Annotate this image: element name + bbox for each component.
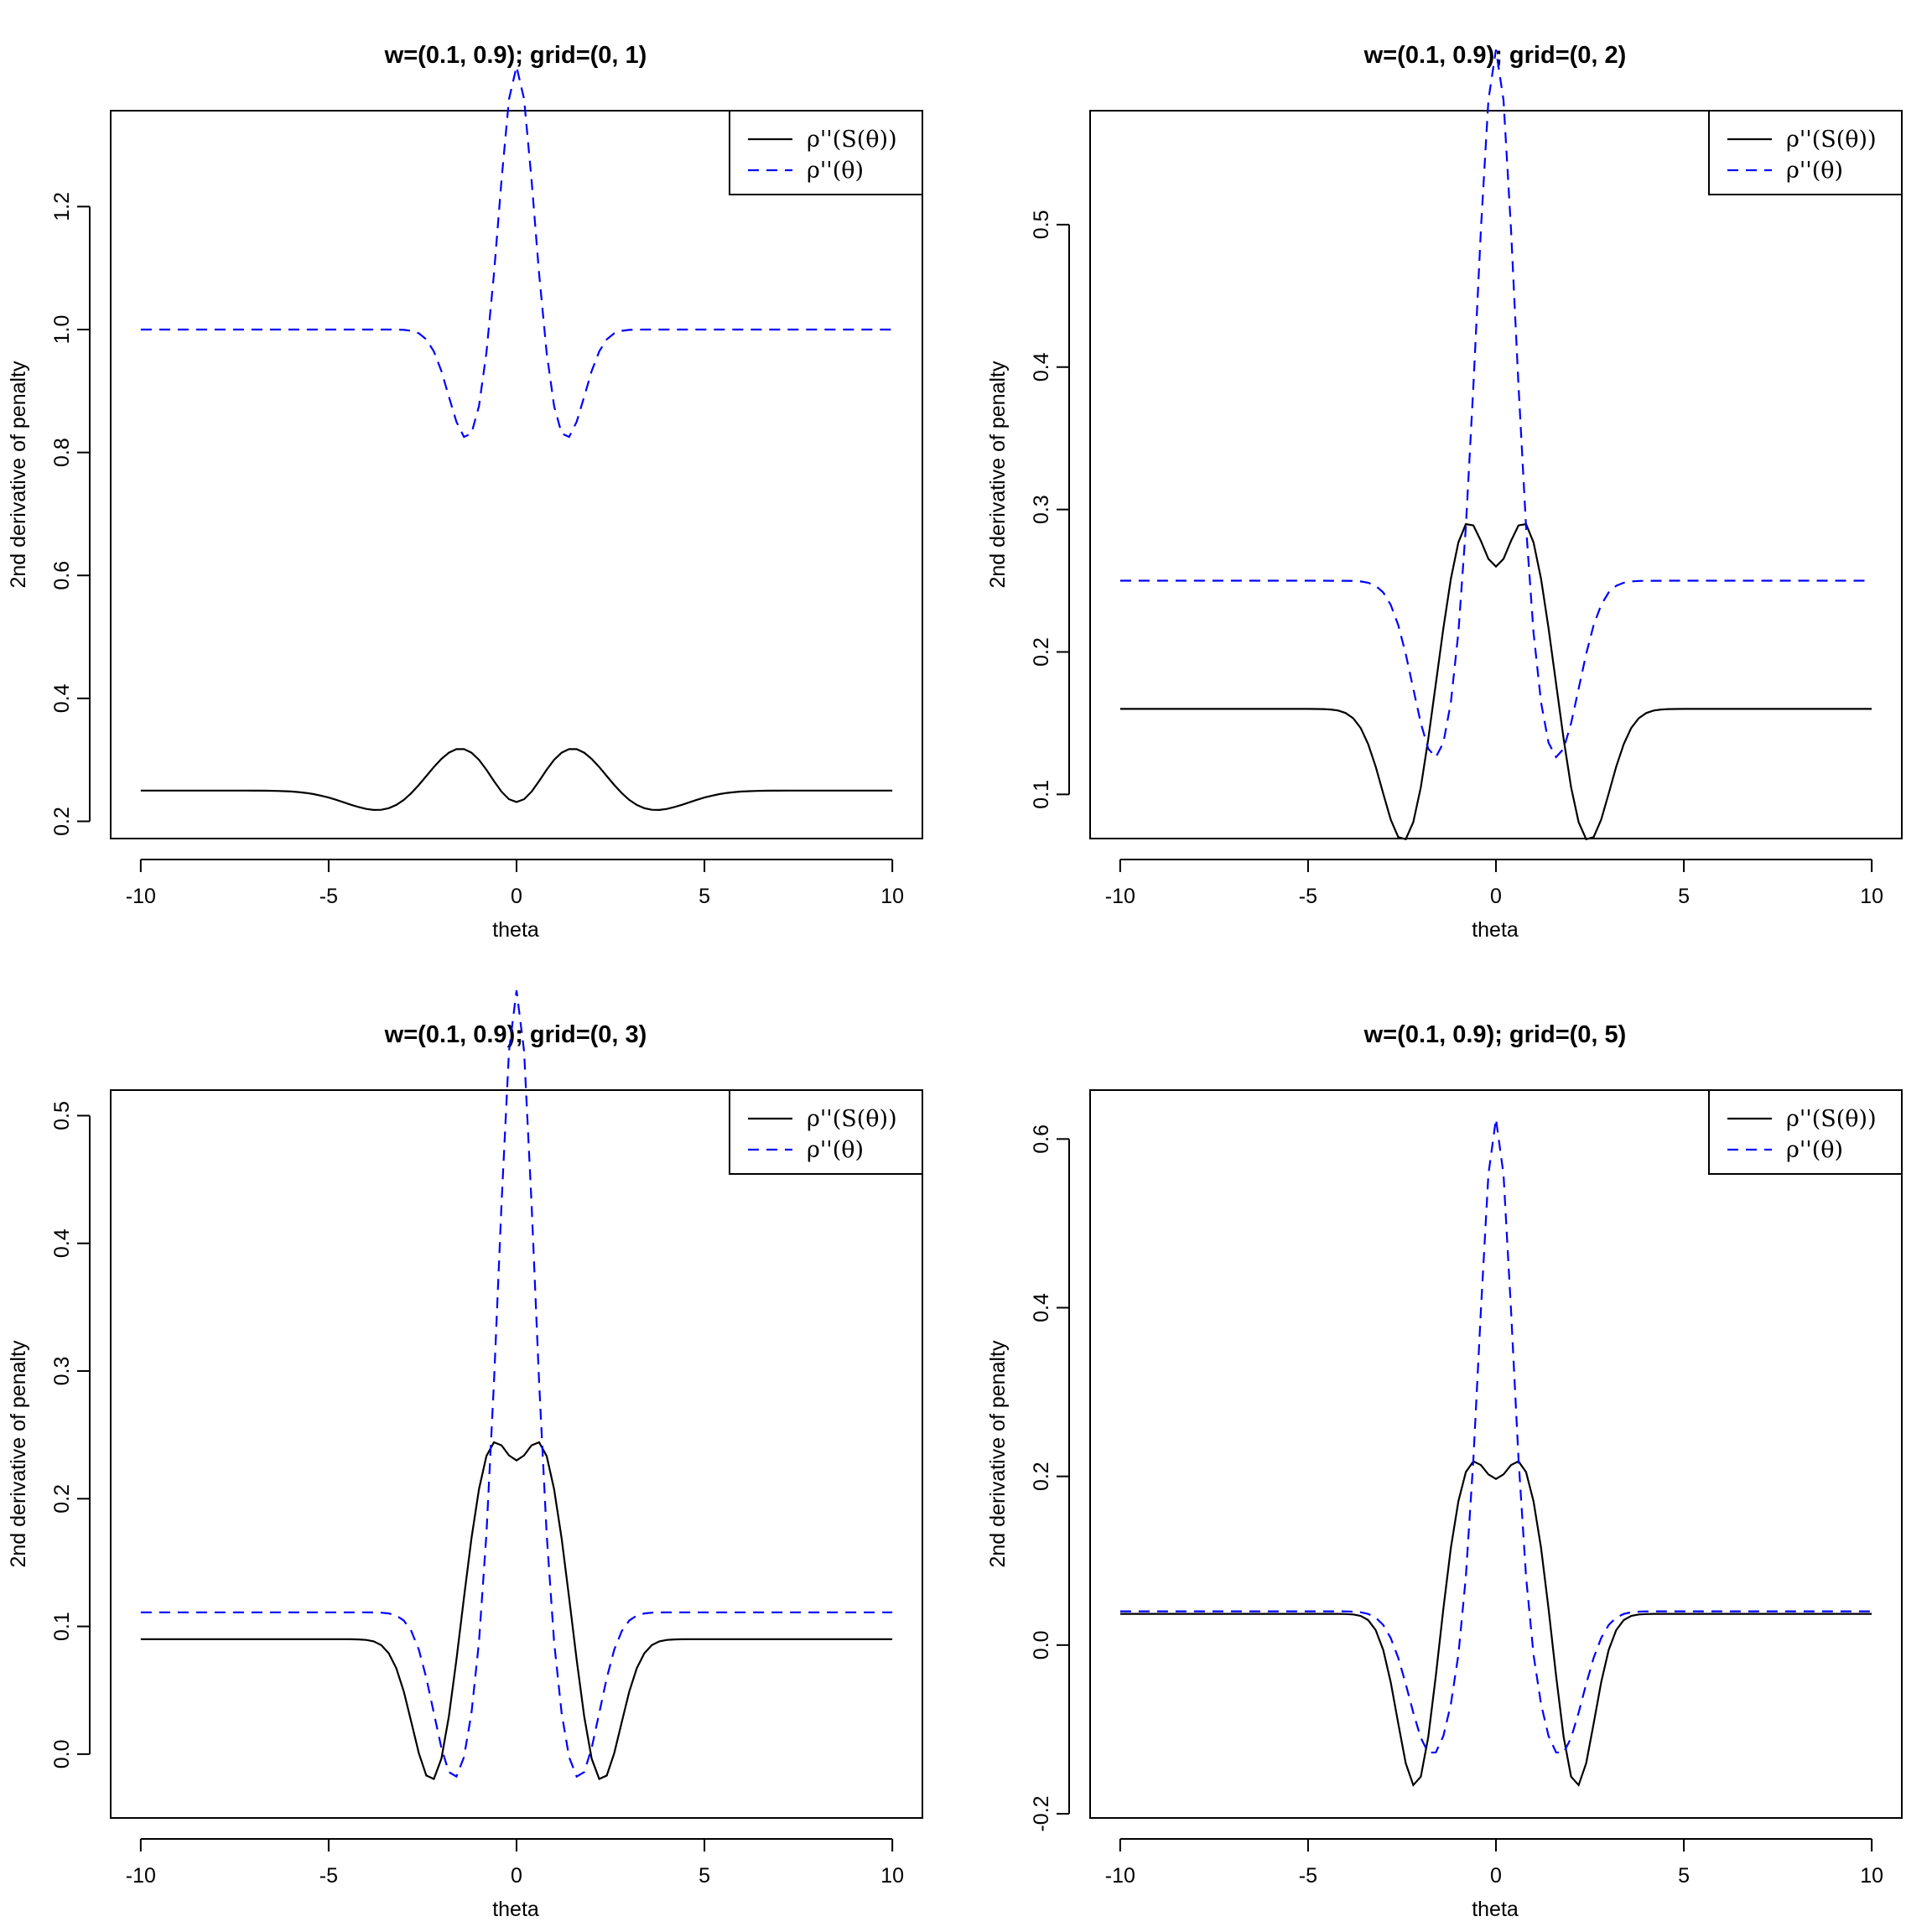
legend-box [729,1089,923,1175]
x-tick-label: -10 [126,885,156,908]
y-axis-label: 2nd derivative of penalty [7,1340,30,1568]
y-tick-label: 0.6 [50,561,74,590]
legend-entry-label: ρ''(θ) [807,1137,864,1163]
x-axis-label: theta [1472,918,1519,942]
series-line-rho-theta [1119,1119,1872,1754]
y-tick-label: 0.4 [1030,352,1053,382]
x-tick-label: -10 [126,1864,156,1888]
y-tick-label: 1.2 [50,192,74,221]
x-tick-label: 5 [699,1864,710,1888]
y-tick-label: 0.1 [50,1612,74,1641]
x-tick-label: -10 [1105,885,1135,908]
y-tick-label: 0.3 [1030,495,1053,524]
x-tick-label: 0 [511,1864,522,1888]
y-tick-label: 0.2 [50,1484,74,1514]
legend-entry-label: ρ''(S(θ)) [807,127,897,153]
plot-frame [110,110,923,839]
panel-4: w=(0.1, 0.9); grid=(0, 5) -10 -5 0 5 10 -0.2 0.… [986,1021,1903,1921]
y-tick-label: 0.8 [50,438,74,467]
x-axis-label: theta [1472,1898,1519,1921]
plot-frame [1089,1089,1903,1819]
legend-box [1708,110,1903,195]
legend-box [729,110,923,195]
x-tick-label: 5 [1678,1864,1690,1888]
plot-frame [1089,110,1903,839]
panel-title: w=(0.1, 0.9); grid=(0, 5) [1363,1021,1627,1048]
legend-entry-label: ρ''(θ) [807,158,864,184]
y-tick-label: 0.0 [50,1739,74,1768]
series-line-rho-theta [1119,49,1872,759]
y-tick-label: 0.0 [1030,1630,1053,1659]
legend-entry-label: ρ''(S(θ)) [807,1106,897,1132]
panel-title: w=(0.1, 0.9); grid=(0, 3) [384,1021,647,1048]
legend: ρ''(S(θ)) ρ''(θ) [729,1089,923,1175]
y-axis-label: 2nd derivative of penalty [986,361,1010,589]
y-axis-label: 2nd derivative of penalty [986,1340,1010,1568]
x-tick-label: 0 [511,885,522,908]
x-tick-label: 10 [880,885,904,908]
panel-title: w=(0.1, 0.9); grid=(0, 1) [384,42,647,69]
panel-2: w=(0.1, 0.9); grid=(0, 2)-10 -5 0 5 100.10.2… [986,42,1903,942]
legend: ρ''(S(θ)) ρ''(θ) [1708,1089,1903,1175]
x-tick-label: 10 [880,1864,904,1888]
y-tick-label: 0.2 [1030,637,1053,667]
series-line-rho-theta [140,989,893,1779]
panel-3: w=(0.1, 0.9); grid=(0, 3) -10 -5 0 5 10 0.0 0.1… [7,989,923,1921]
legend: ρ''(S(θ)) ρ''(θ) [1708,110,1903,195]
y-tick-label: -0.2 [1030,1795,1053,1831]
y-tick-label: 0.3 [50,1357,74,1386]
y-tick-label: 0.2 [1030,1462,1053,1491]
y-tick-label: 0.1 [1030,780,1053,809]
x-axis-label: theta [492,1898,539,1921]
legend-entry-label: ρ''(S(θ)) [1786,1106,1877,1132]
series-line-rho-s-theta [1119,1460,1872,1787]
x-tick-label: 5 [1678,885,1690,908]
x-tick-label: -5 [319,885,338,908]
y-axis-label: 2nd derivative of penalty [7,361,30,589]
y-tick-label: 0.5 [1030,210,1053,240]
y-tick-label: 0.4 [1030,1293,1053,1322]
y-tick-label: 0.6 [1030,1124,1053,1154]
x-tick-label: 0 [1490,1864,1502,1888]
legend: ρ''(S(θ)) ρ''(θ) [729,110,923,195]
x-tick-label: 5 [699,885,710,908]
y-tick-label: 0.5 [50,1101,74,1130]
legend-box [1708,1089,1903,1175]
x-axis-label: theta [492,918,539,942]
x-tick-label: -5 [319,1864,338,1888]
x-tick-label: -5 [1299,1864,1317,1888]
series-line-rho-s-theta [140,748,893,812]
x-tick-label: -10 [1105,1864,1135,1888]
y-tick-label: 0.4 [50,683,74,713]
y-tick-label: 1.0 [50,315,74,345]
x-tick-label: 10 [1860,1864,1883,1888]
legend-entry-label: ρ''(θ) [1786,1137,1843,1163]
series-line-rho-s-theta [1119,522,1872,841]
x-tick-label: 10 [1860,885,1883,908]
series-line-rho-s-theta [140,1441,893,1780]
y-tick-label: 0.4 [50,1228,74,1258]
plot-frame [110,1089,923,1819]
y-tick-label: 0.2 [50,807,74,836]
legend-entry-label: ρ''(S(θ)) [1786,127,1877,153]
x-tick-label: -5 [1299,885,1317,908]
panel-1: w=(0.1, 0.9); grid=(0, 1) -10 -5 0 5 10 0.2 0.4… [7,42,923,942]
legend-entry-label: ρ''(θ) [1786,158,1843,184]
x-tick-label: 0 [1490,885,1502,908]
